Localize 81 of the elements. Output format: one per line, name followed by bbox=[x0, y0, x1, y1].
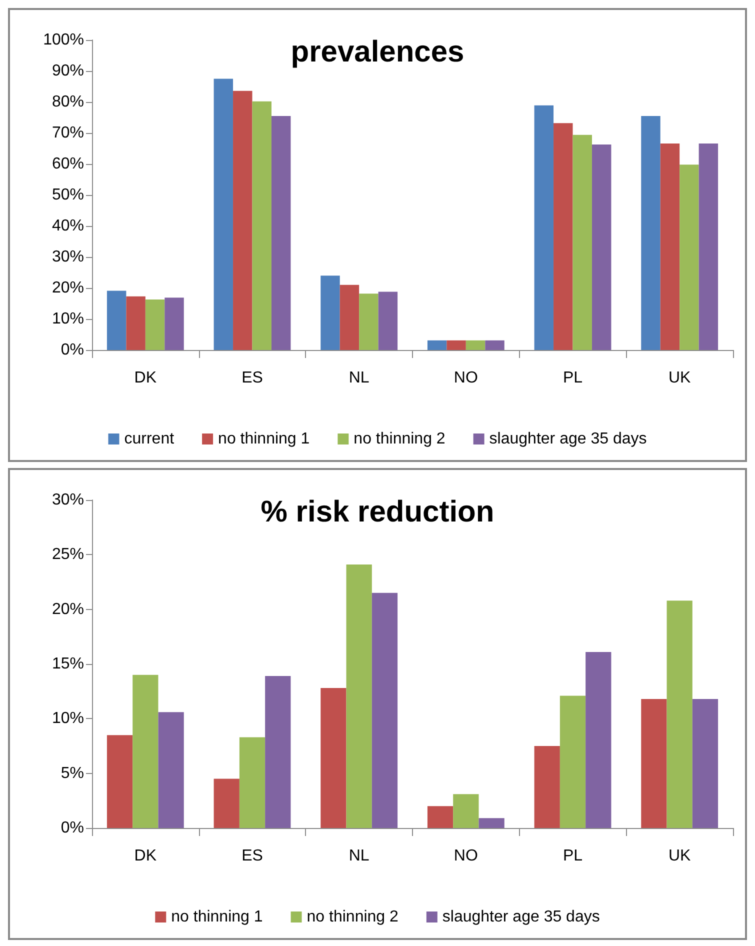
bar bbox=[586, 652, 612, 828]
bar bbox=[592, 144, 612, 350]
y-tick-label: 20% bbox=[52, 280, 84, 296]
bar bbox=[680, 164, 699, 350]
x-tick-label: DK bbox=[134, 848, 157, 864]
bar bbox=[233, 90, 252, 350]
y-tick-label: 10% bbox=[52, 710, 84, 728]
bar bbox=[359, 294, 378, 350]
y-tick-label: 25% bbox=[52, 546, 84, 564]
bar bbox=[158, 712, 184, 828]
bar bbox=[641, 698, 667, 828]
legend-label: no thinning 1 bbox=[218, 430, 310, 448]
y-tick-label: 60% bbox=[52, 156, 84, 172]
y-tick-label: 70% bbox=[52, 124, 84, 142]
bar bbox=[252, 101, 272, 350]
x-tick-label: NO bbox=[454, 848, 478, 864]
y-tick-label: 0% bbox=[60, 820, 84, 836]
chart-title: % risk reduction bbox=[260, 496, 494, 528]
legend-label: no thinning 2 bbox=[354, 430, 446, 448]
bar bbox=[214, 778, 240, 828]
bar bbox=[453, 794, 479, 828]
y-tick-label: 90% bbox=[52, 62, 84, 80]
bar bbox=[372, 592, 398, 828]
bar bbox=[485, 340, 504, 350]
bar bbox=[271, 116, 291, 350]
bar bbox=[478, 818, 504, 828]
legend-label: slaughter age 35 days bbox=[442, 908, 600, 926]
bar bbox=[320, 688, 346, 828]
bar bbox=[214, 78, 234, 350]
x-tick-label: NL bbox=[348, 370, 370, 386]
y-tick-label: 50% bbox=[52, 186, 84, 204]
y-tick-label: 30% bbox=[52, 248, 84, 266]
bar bbox=[126, 296, 146, 350]
x-tick-label: UK bbox=[668, 848, 692, 864]
bar bbox=[346, 564, 372, 828]
bar bbox=[446, 340, 466, 350]
bar bbox=[427, 806, 454, 828]
bar bbox=[692, 698, 718, 828]
bar bbox=[427, 340, 447, 350]
x-tick-label: ES bbox=[242, 370, 263, 386]
x-tick-label: DK bbox=[134, 370, 157, 386]
legend-label: slaughter age 35 days bbox=[489, 430, 647, 448]
bar bbox=[560, 696, 586, 828]
x-tick-label: NO bbox=[454, 370, 478, 386]
y-tick-label: 80% bbox=[52, 94, 84, 110]
x-tick-label: PL bbox=[562, 370, 583, 386]
bar bbox=[666, 600, 692, 828]
legend-label: no thinning 1 bbox=[171, 908, 263, 926]
y-tick-label: 5% bbox=[60, 764, 84, 782]
bar bbox=[534, 105, 554, 350]
bar bbox=[145, 299, 165, 350]
bar bbox=[660, 144, 680, 350]
bar bbox=[132, 674, 158, 828]
bar bbox=[572, 134, 592, 350]
bar bbox=[340, 284, 360, 350]
chart-title: prevalences bbox=[290, 36, 464, 68]
legend-label: current bbox=[124, 430, 175, 448]
x-tick-label: NL bbox=[348, 848, 370, 864]
y-tick-label: 40% bbox=[52, 218, 84, 234]
bar bbox=[554, 123, 573, 350]
bar bbox=[164, 298, 184, 350]
y-tick-label: 100% bbox=[43, 32, 84, 48]
x-tick-label: PL bbox=[562, 848, 583, 864]
bar bbox=[698, 144, 718, 350]
y-tick-label: 10% bbox=[52, 310, 84, 328]
x-tick-label: UK bbox=[668, 370, 692, 386]
y-tick-label: 0% bbox=[60, 342, 84, 358]
bar bbox=[106, 290, 126, 350]
bar bbox=[534, 746, 560, 828]
x-tick-label: ES bbox=[242, 848, 263, 864]
bar bbox=[239, 737, 266, 828]
bar bbox=[466, 340, 486, 350]
bar bbox=[641, 116, 660, 350]
y-tick-label: 30% bbox=[52, 492, 84, 508]
y-tick-label: 15% bbox=[52, 656, 84, 672]
y-tick-label: 20% bbox=[52, 600, 84, 618]
bar bbox=[106, 735, 133, 828]
bar bbox=[320, 276, 340, 350]
legend-label: no thinning 2 bbox=[306, 908, 399, 926]
bar bbox=[265, 676, 291, 828]
bar bbox=[378, 292, 398, 350]
